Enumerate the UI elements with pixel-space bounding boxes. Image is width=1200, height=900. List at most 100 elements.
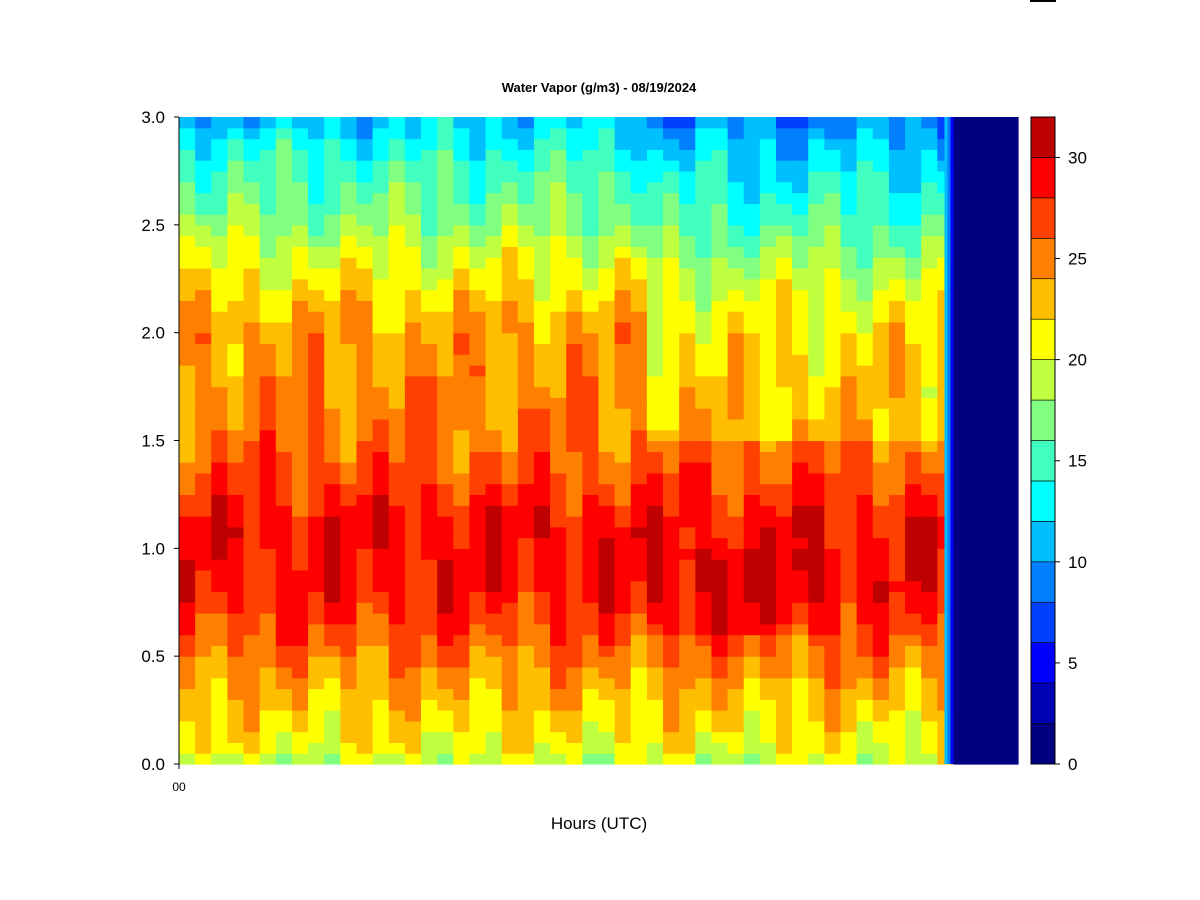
- heatmap-cell: [1001, 472, 1019, 485]
- heatmap-cell: [421, 170, 438, 183]
- heatmap-cell: [291, 289, 309, 301]
- heatmap-cell: [905, 537, 922, 549]
- heatmap-cell: [340, 440, 358, 452]
- heatmap-cell: [1001, 462, 1019, 474]
- heatmap-cell: [646, 203, 664, 215]
- heatmap-cell: [566, 580, 583, 593]
- heatmap-cell: [679, 117, 696, 129]
- heatmap-cell: [372, 343, 390, 355]
- heatmap-cell: [372, 192, 390, 204]
- heatmap-cell: [372, 462, 390, 474]
- heatmap-cell: [824, 526, 842, 539]
- heatmap-cell: [759, 515, 777, 528]
- heatmap-cell: [243, 397, 261, 409]
- heatmap-cell: [227, 559, 245, 571]
- heatmap-cell: [259, 451, 277, 463]
- heatmap-cell: [775, 418, 793, 431]
- heatmap-cell: [614, 645, 632, 657]
- heatmap-cell: [582, 192, 600, 204]
- heatmap-cell: [372, 214, 390, 226]
- heatmap-cell: [356, 483, 374, 496]
- heatmap-cell: [388, 472, 406, 485]
- heatmap-cell: [259, 505, 277, 517]
- heatmap-cell: [598, 117, 616, 129]
- heatmap-cell: [388, 623, 406, 636]
- heatmap-cell: [985, 365, 1003, 377]
- heatmap-cell: [630, 332, 648, 345]
- heatmap-cell: [888, 548, 906, 560]
- heatmap-cell: [679, 720, 696, 733]
- heatmap-cell: [711, 677, 729, 690]
- heatmap-cell: [340, 537, 358, 549]
- heatmap-cell: [888, 580, 906, 593]
- heatmap-cell: [824, 656, 842, 668]
- heatmap-cell: [840, 267, 858, 280]
- heatmap-cell: [469, 321, 487, 334]
- heatmap-cell: [646, 720, 664, 733]
- heatmap-cell: [469, 731, 487, 744]
- heatmap-cell: [646, 246, 664, 258]
- heatmap-cell: [743, 634, 761, 646]
- heatmap-cell: [775, 289, 793, 301]
- heatmap-cell: [211, 343, 228, 355]
- heatmap-cell: [969, 699, 987, 711]
- heatmap-cell: [856, 321, 874, 334]
- heatmap-cell: [775, 160, 793, 172]
- heatmap-cell: [485, 731, 503, 744]
- heatmap-cell: [404, 656, 422, 668]
- heatmap-cell: [404, 311, 422, 323]
- heatmap-cell: [179, 472, 196, 485]
- heatmap-cell: [517, 537, 535, 549]
- heatmap-cell: [566, 505, 583, 517]
- heatmap-cell: [421, 365, 438, 377]
- heatmap-cell: [227, 289, 245, 301]
- heatmap-cell: [582, 483, 600, 496]
- heatmap-cell: [985, 257, 1003, 269]
- heatmap-cell: [195, 613, 212, 625]
- heatmap-cell: [630, 666, 648, 679]
- heatmap-cell: [485, 149, 503, 161]
- heatmap-cell: [711, 170, 729, 183]
- heatmap-cell: [969, 580, 987, 593]
- heatmap-cell: [324, 246, 341, 258]
- heatmap-cell: [759, 117, 777, 129]
- heatmap-cell: [695, 731, 713, 744]
- heatmap-cell: [179, 602, 196, 614]
- heatmap-cell: [598, 559, 616, 571]
- heatmap-cell: [453, 192, 471, 204]
- heatmap-cell: [469, 192, 487, 204]
- heatmap-cell: [275, 343, 293, 355]
- heatmap-cell: [404, 505, 422, 517]
- heatmap-cell: [743, 483, 761, 496]
- heatmap-cell: [646, 537, 664, 549]
- heatmap-cell: [469, 170, 487, 183]
- heatmap-cell: [195, 354, 212, 366]
- heatmap-cell: [969, 440, 987, 452]
- heatmap-cell: [227, 505, 245, 517]
- heatmap-cell: [421, 483, 438, 496]
- heatmap-cell: [340, 235, 358, 247]
- heatmap-cell: [372, 710, 390, 722]
- heatmap-cell: [291, 710, 309, 722]
- heatmap-cell: [259, 656, 277, 668]
- heatmap-cell: [679, 127, 696, 140]
- heatmap-cell: [501, 623, 519, 636]
- heatmap-cell: [905, 494, 922, 506]
- heatmap-cell: [775, 731, 793, 744]
- heatmap-cell: [630, 160, 648, 172]
- heatmap-cell: [888, 332, 906, 345]
- heatmap-cell: [550, 149, 567, 161]
- heatmap-cell: [404, 494, 422, 506]
- heatmap-cell: [582, 548, 600, 560]
- colorbar-swatch: [1030, 480, 1056, 522]
- heatmap-cell: [469, 278, 487, 291]
- heatmap-cell: [533, 127, 551, 140]
- heatmap-cell: [517, 267, 535, 280]
- heatmap-cell: [308, 634, 325, 646]
- heatmap-cell: [372, 451, 390, 463]
- heatmap-cell: [275, 666, 293, 679]
- heatmap-cell: [533, 515, 551, 528]
- heatmap-cell: [404, 343, 422, 355]
- heatmap-cell: [953, 257, 971, 269]
- heatmap-cell: [340, 688, 358, 700]
